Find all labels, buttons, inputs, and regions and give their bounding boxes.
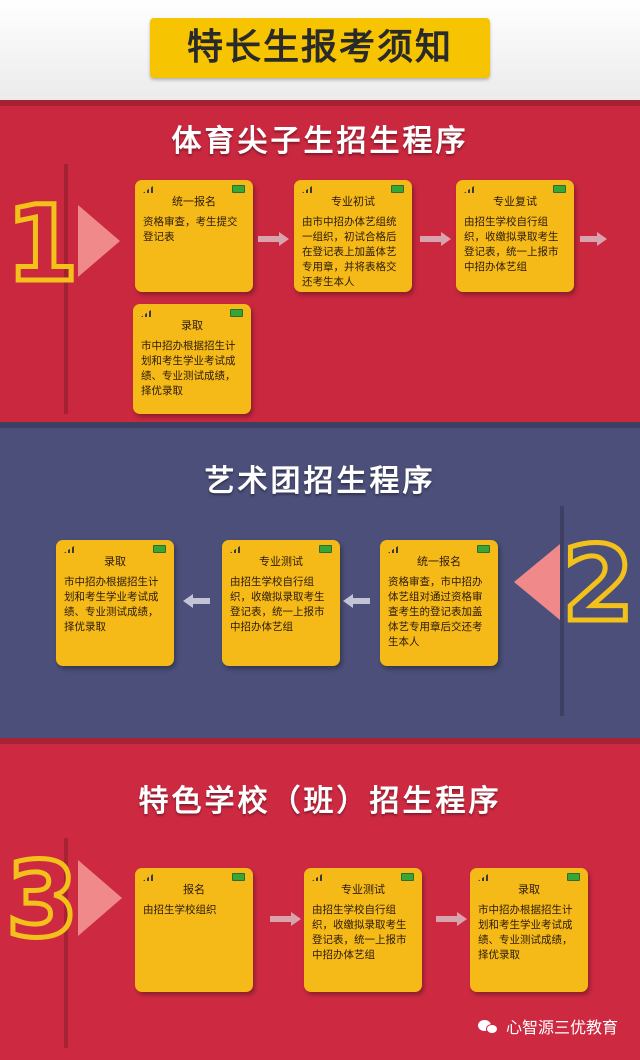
battery-icon [232,873,245,881]
card-body: 资格审查，市中招办体艺组对通过资格审查考生的登记表加盖体艺专用章后交还考生本人 [388,576,483,648]
title-banner [150,18,490,78]
card-title: 统一报名 [417,555,461,568]
signal-icon [478,874,488,881]
section-special-school: 特色学校（班）招生程序 3 报名 由招生学校组织 专业测试 由招生学校自行组织，… [0,738,640,1060]
step-card-register: 报名 由招生学校组织 [135,868,253,992]
divider [64,838,68,1048]
battery-icon [232,185,245,193]
watermark-text: 心智源三优教育 [505,1018,618,1037]
signal-icon [141,310,151,317]
card-title: 专业初试 [331,195,375,208]
card-body: 资格审查，考生提交登记表 [143,216,238,243]
signal-icon [143,874,153,881]
card-body: 市中招办根据招生计划和考生学业考试成绩、专业测试成绩，择优录取 [141,340,236,397]
signal-icon [230,546,240,553]
card-body: 由招生学校自行组织，收缴拟录取考生登记表，统一上报市中招办体艺组 [312,904,407,961]
chevron-right-icon [78,860,122,936]
card-body: 市中招办根据招生计划和考生学业考试成绩、专业测试成绩，择优录取 [64,576,159,633]
arrow-right-icon [420,232,451,246]
card-title: 专业测试 [341,883,385,896]
chevron-left-icon [514,544,560,620]
card-title: 录取 [104,555,126,568]
card-title: 统一报名 [172,195,216,208]
signal-icon [302,186,312,193]
arrow-right-icon [270,912,301,926]
card-body: 由招生学校组织 [143,904,217,916]
step-card-admission: 录取 市中招办根据招生计划和考生学业考试成绩、专业测试成绩，择优录取 [470,868,588,992]
section-title: 艺术团招生程序 [204,464,436,499]
step-card-admission: 录取 市中招办根据招生计划和考生学业考试成绩、专业测试成绩，择优录取 [133,304,251,414]
battery-icon [319,545,332,553]
signal-icon [143,186,153,193]
step-card-preliminary: 专业初试 由市中招办体艺组统一组织，初试合格后在登记表上加盖体艺专用章，并将表格… [294,180,412,292]
card-body: 由市中招办体艺组统一组织，初试合格后在登记表上加盖体艺专用章，并将表格交还考生本… [302,216,397,288]
step-card-admission: 录取 市中招办根据招生计划和考生学业考试成绩、专业测试成绩，择优录取 [56,540,174,666]
card-title: 录取 [181,319,203,332]
battery-icon [391,185,404,193]
signal-icon [464,186,474,193]
signal-icon [388,546,398,553]
battery-icon [230,309,243,317]
arrow-left-icon [343,594,370,608]
section-art-troupe: 艺术团招生程序 2 统一报名 资格审查，市中招办体艺组对通过资格审查考生的登记表… [0,422,640,738]
arrow-right-icon [580,232,607,246]
card-title: 专业复试 [493,195,537,208]
step-card-test: 专业测试 由招生学校自行组织，收缴拟录取考生登记表，统一上报市中招办体艺组 [304,868,422,992]
card-title: 专业测试 [259,555,303,568]
card-body: 由招生学校自行组织，收缴拟录取考生登记表，统一上报市中招办体艺组 [230,576,325,633]
battery-icon [153,545,166,553]
wechat-icon [477,1018,500,1034]
signal-icon [64,546,74,553]
battery-icon [567,873,580,881]
header: 特长生报考须知 [0,0,640,100]
step-card-test: 专业测试 由招生学校自行组织，收缴拟录取考生登记表，统一上报市中招办体艺组 [222,540,340,666]
battery-icon [401,873,414,881]
chevron-right-icon [78,205,120,277]
step-card-register: 统一报名 资格审查，市中招办体艺组对通过资格审查考生的登记表加盖体艺专用章后交还… [380,540,498,666]
card-body: 市中招办根据招生计划和考生学业考试成绩、专业测试成绩，择优录取 [478,904,573,961]
step-number: 2 [559,523,636,645]
step-number: 1 [3,183,80,305]
card-title: 录取 [518,883,540,896]
battery-icon [477,545,490,553]
watermark: 心智源三优教育 [477,1014,618,1038]
section-title: 特色学校（班）招生程序 [138,784,502,819]
arrow-right-icon [258,232,289,246]
arrow-right-icon [436,912,467,926]
divider [64,164,68,414]
section-sports: 体育尖子生招生程序 1 统一报名 资格审查，考生提交登记表 专业初试 由市中招办… [0,100,640,422]
card-title: 报名 [183,883,205,896]
card-body: 由招生学校自行组织，收缴拟录取考生登记表，统一上报市中招办体艺组 [464,216,559,273]
battery-icon [553,185,566,193]
step-number: 3 [3,839,80,961]
arrow-left-icon [183,594,210,608]
step-card-retest: 专业复试 由招生学校自行组织，收缴拟录取考生登记表，统一上报市中招办体艺组 [456,180,574,292]
signal-icon [312,874,322,881]
section-title: 体育尖子生招生程序 [171,124,469,159]
page-title: 特长生报考须知 [186,27,453,68]
step-card-register: 统一报名 资格审查，考生提交登记表 [135,180,253,292]
divider [560,506,564,716]
